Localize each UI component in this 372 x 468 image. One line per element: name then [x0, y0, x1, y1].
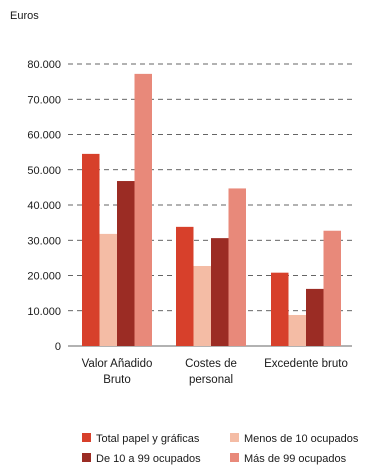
y-tick-label: 80.000 [27, 59, 61, 71]
x-tick-label: Costes de [185, 358, 237, 370]
legend: Total papel y gráficas Menos de 10 ocupad… [82, 433, 359, 465]
bar [211, 238, 229, 346]
y-tick-label: 70.000 [27, 94, 61, 106]
bar [228, 188, 246, 346]
y-tick-label: 20.000 [27, 271, 61, 283]
x-tick-label: Valor Añadido [82, 358, 153, 370]
bar [134, 73, 152, 347]
y-tick-label: 10.000 [27, 306, 61, 318]
legend-label: De 10 a 99 ocupados [96, 453, 201, 465]
bar [288, 314, 306, 346]
y-tick-label: 0 [55, 341, 61, 353]
bar [306, 288, 324, 346]
bars [82, 73, 341, 347]
x-axis-labels: Valor Añadido Bruto Costes de personal Exced… [82, 358, 348, 386]
bar [82, 153, 100, 346]
legend-swatch [82, 433, 91, 442]
y-tick-label: 60.000 [27, 130, 61, 142]
legend-swatch [230, 453, 239, 462]
legend-swatch [230, 433, 239, 442]
x-tick-label: personal [189, 374, 233, 386]
bar [117, 181, 135, 346]
x-tick-label: Excedente bruto [264, 358, 348, 370]
y-axis-ticks: 0 10.000 20.000 30.000 40.000 50.000 60.000 70.… [27, 59, 61, 353]
y-tick-label: 30.000 [27, 235, 61, 247]
bar [323, 230, 341, 346]
legend-label: Más de 99 ocupados [244, 453, 347, 465]
x-tick-label: Bruto [103, 374, 131, 386]
bar [271, 272, 289, 346]
y-tick-label: 40.000 [27, 200, 61, 212]
bar [99, 233, 117, 346]
y-axis-title: Euros [10, 10, 39, 22]
legend-label: Menos de 10 ocupados [244, 433, 359, 445]
legend-swatch [82, 453, 91, 462]
bar [193, 265, 211, 346]
y-tick-label: 50.000 [27, 165, 61, 177]
legend-label: Total papel y gráficas [96, 433, 200, 445]
bar [176, 226, 194, 346]
